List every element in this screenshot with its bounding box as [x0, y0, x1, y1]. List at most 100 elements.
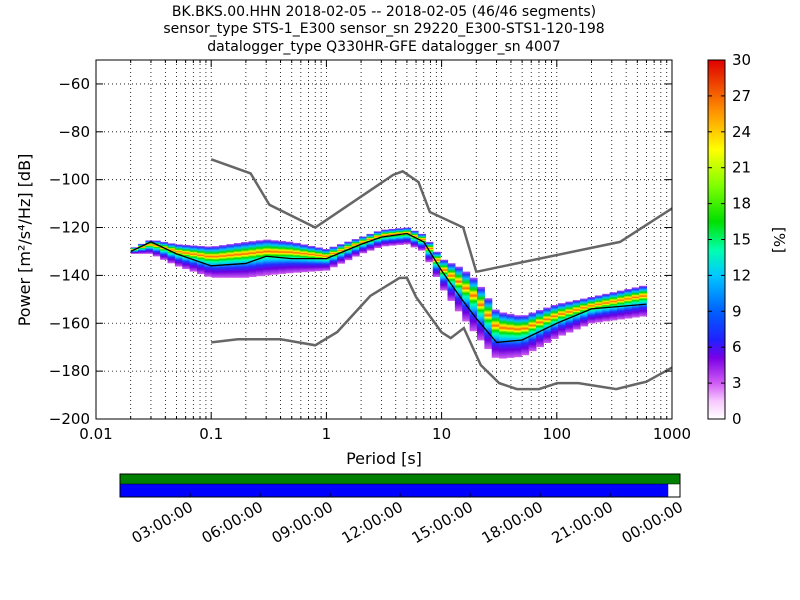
y-tick-label: −80	[58, 123, 90, 141]
density-cell	[292, 242, 301, 273]
colorbar-tick-label: 0	[732, 410, 742, 428]
density-cell	[550, 304, 559, 339]
density-cell	[241, 242, 250, 278]
y-axis-label: Power [m²/s⁴/Hz] [dB]	[15, 154, 34, 327]
colorbar-tick-label: 3	[732, 374, 742, 392]
title-line-2: sensor_type STS-1_E300 sensor_sn 29220_E…	[163, 21, 604, 37]
density-cell	[138, 243, 147, 254]
timeline-tick-label: 12:00:00	[339, 498, 406, 547]
density-cell	[388, 228, 397, 246]
density-cell	[351, 239, 360, 257]
title-line-1: BK.BKS.00.HHN 2018-02-05 -- 2018-02-05 (…	[172, 4, 596, 20]
y-tick-label: −200	[49, 410, 90, 428]
density-cell	[381, 229, 390, 247]
data-layer	[130, 158, 672, 391]
density-cell	[196, 245, 205, 275]
density-cell	[403, 227, 412, 245]
colorbar-label: [%]	[770, 227, 788, 253]
x-tick-label: 10	[432, 425, 451, 443]
density-cell	[616, 290, 625, 320]
density-cell	[469, 277, 478, 332]
density-cell	[226, 244, 235, 278]
density-cell	[167, 243, 176, 264]
colorbar-tick-label: 21	[732, 159, 751, 177]
timeline-segments-bar	[120, 474, 680, 484]
density-cell	[447, 263, 456, 301]
density-cell	[233, 243, 242, 278]
colorbar-tick-label: 18	[732, 195, 751, 213]
x-tick-label: 100	[542, 425, 571, 443]
density-cell	[521, 315, 530, 356]
chart-title: BK.BKS.00.HHN 2018-02-05 -- 2018-02-05 (…	[163, 4, 604, 55]
density-cell	[174, 244, 183, 267]
colorbar-tick-label: 12	[732, 266, 751, 284]
colorbar-tick-label: 6	[732, 338, 742, 356]
density-cell	[248, 241, 257, 278]
y-tick-label: −180	[49, 362, 90, 380]
y-tick-label: −160	[49, 314, 90, 332]
density-cell	[499, 312, 508, 359]
density-cell	[329, 246, 338, 268]
density-cell	[624, 288, 633, 319]
density-cell	[506, 313, 515, 358]
x-tick-label: 1	[322, 425, 332, 443]
density-cell	[558, 303, 566, 336]
density-cell	[609, 292, 618, 321]
density-cell	[587, 297, 596, 324]
density-cell	[189, 245, 198, 272]
axis-ticks: 0.01 0.1 1 10 100 1000 −200 −180 −160 −140 −120 −10…	[49, 60, 691, 443]
density-cell	[484, 298, 493, 350]
density-cell	[395, 228, 404, 245]
density-cell	[211, 246, 220, 278]
timeline-tick-label: 00:00:00	[619, 498, 686, 547]
x-tick-label: 0.01	[79, 425, 112, 443]
timeline-tick-label: 09:00:00	[269, 498, 336, 547]
colorbar-tick-label: 9	[732, 302, 742, 320]
colorbar-tick-label: 30	[732, 51, 751, 69]
noise-model-nhnm	[210, 158, 672, 274]
density-cell	[454, 266, 463, 312]
density-cell	[219, 245, 228, 278]
density-cell	[528, 312, 537, 352]
density-cell	[160, 241, 169, 260]
mode-curve	[130, 232, 647, 344]
density-cell	[418, 233, 427, 251]
density-cell	[314, 247, 323, 272]
timeline-tick-label: 18:00:00	[479, 498, 546, 547]
y-tick-label: −140	[49, 266, 90, 284]
density-cell	[535, 310, 544, 348]
y-tick-label: −60	[58, 75, 90, 93]
density-cell	[432, 251, 441, 278]
density-cell	[462, 271, 471, 322]
density-cell	[344, 241, 353, 261]
x-tick-label: 0.1	[199, 425, 223, 443]
timeline-tick-label: 03:00:00	[129, 498, 196, 547]
density-cell	[130, 247, 139, 254]
y-tick-label: −120	[49, 219, 90, 237]
density-cell	[491, 309, 500, 358]
x-tick-label: 1000	[653, 425, 691, 443]
density-cell	[336, 244, 345, 264]
timeline-tick-label: 06:00:00	[199, 498, 266, 547]
noise-model-nlnm	[211, 276, 672, 391]
data-coverage-timeline: 03:00:00 06:00:00 09:00:00 12:00:00 15:00:00…	[119, 473, 686, 547]
title-line-3: datalogger_type Q330HR-GFE datalogger_sn…	[207, 39, 560, 55]
density-cell	[263, 239, 272, 276]
density-cell	[322, 248, 331, 271]
colorbar-tick-label: 27	[732, 87, 751, 105]
density-cell	[410, 230, 419, 248]
density-cell	[631, 287, 640, 318]
density-cell	[359, 236, 368, 254]
timeline-tick-label: 21:00:00	[549, 498, 616, 547]
density-cell	[543, 307, 552, 344]
density-cell	[366, 233, 375, 251]
density-cell	[565, 301, 574, 333]
density-cell	[145, 240, 154, 254]
density-cell	[476, 286, 485, 341]
plot-frame	[95, 59, 673, 420]
density-cell	[204, 246, 213, 277]
density-cell	[373, 231, 382, 249]
density-cell	[513, 315, 522, 358]
y-tick-label: −100	[49, 171, 90, 189]
